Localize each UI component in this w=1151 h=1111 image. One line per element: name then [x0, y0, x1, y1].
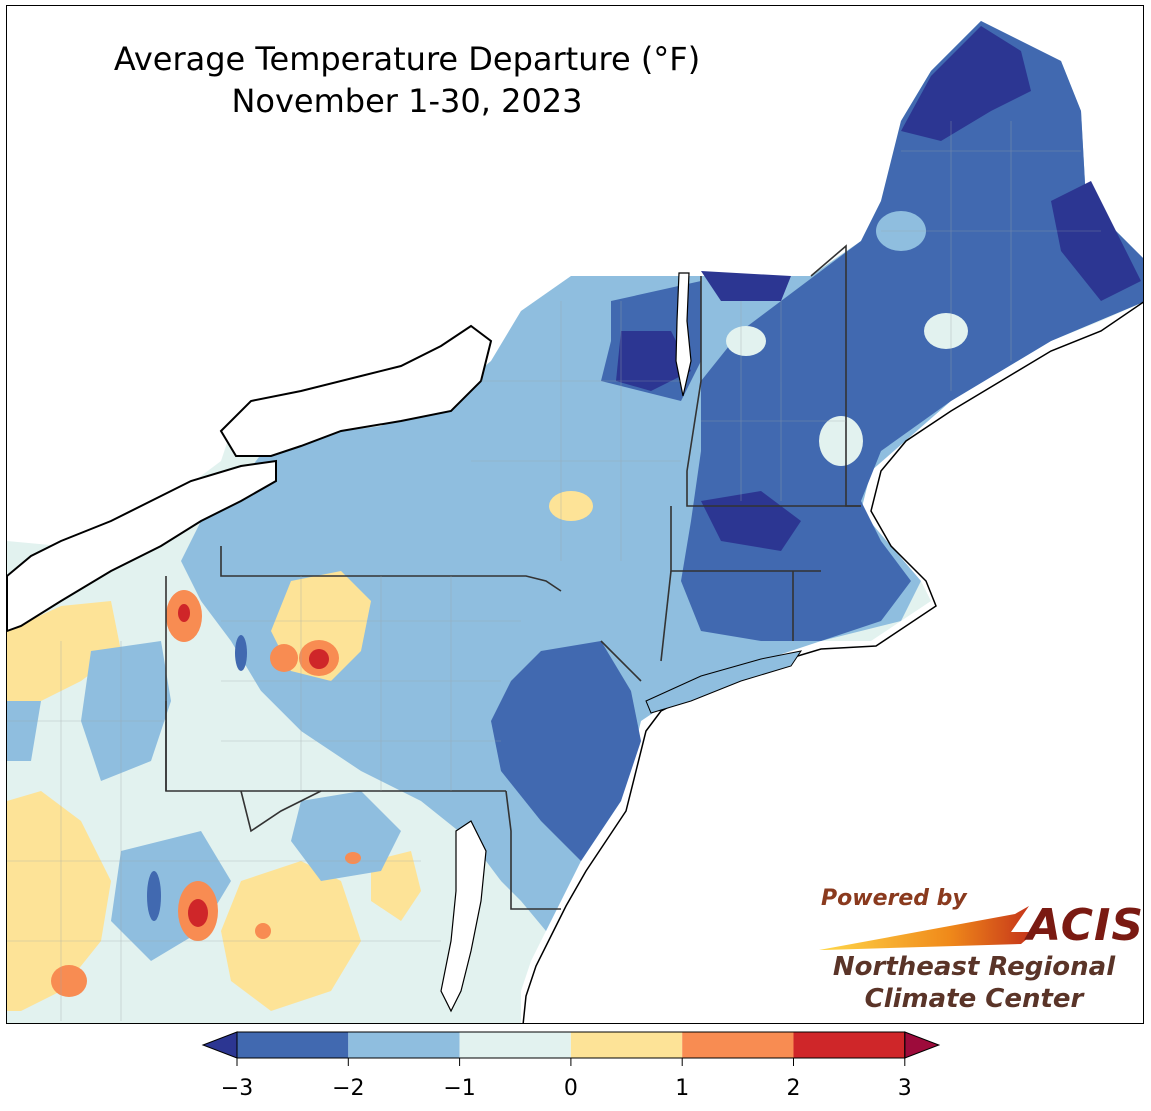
logo-powered-by: Powered by	[821, 886, 967, 911]
legend-bin	[237, 1032, 349, 1058]
state-borders	[165, 244, 861, 910]
title-line1: Average Temperature Departure (°F)	[113, 40, 701, 78]
legend-arrow-high	[904, 1031, 941, 1059]
legend-tick-label: −3	[220, 1076, 254, 1101]
region-warm-wv	[7, 791, 111, 1011]
patch-warm-ny	[549, 491, 593, 521]
legend-bins	[201, 1031, 941, 1066]
region-very-cold-me	[901, 26, 1031, 141]
spot-hot-pa3	[309, 649, 329, 669]
legend-tick-label: 2	[786, 1076, 801, 1101]
lake-champlain	[675, 272, 692, 397]
region-warm-oh	[7, 601, 121, 701]
region-very-cold-vt	[701, 271, 791, 301]
region-cool-west4	[7, 701, 41, 761]
legend-bin	[348, 1032, 460, 1058]
legend-tick-label: −1	[443, 1076, 476, 1101]
region-warm-md	[371, 851, 421, 921]
acis-logo: Powered by ACIS Northeast Regional Clima…	[815, 884, 1143, 1023]
spot-warm-md	[255, 923, 271, 939]
spot-warm-md2	[345, 852, 361, 864]
legend-bin	[459, 1032, 571, 1058]
legend-bin	[570, 1032, 683, 1058]
spot-cold-pa	[235, 635, 247, 671]
legend-bin	[682, 1032, 794, 1058]
logo-acis: ACIS	[1027, 900, 1144, 951]
logo-org-line2: Climate Center	[864, 984, 1084, 1014]
chesapeake-bay	[440, 820, 487, 1013]
region-cold-nj	[491, 641, 641, 861]
region-cool-west3	[291, 791, 401, 881]
color-legend	[201, 1031, 941, 1066]
county-lines	[7, 121, 1101, 1021]
map-title: Average Temperature Departure (°F) Novem…	[7, 38, 807, 122]
legend-tick-label: 0	[563, 1076, 578, 1101]
region-cold-ne	[681, 21, 1143, 641]
region-cool-west1	[81, 641, 171, 781]
acis-swoosh-icon	[819, 906, 1035, 950]
lake-ontario	[219, 324, 493, 457]
temperature-departure-map	[7, 21, 1143, 1023]
patch-light-vt	[726, 326, 766, 356]
spot-warm-pa2	[270, 644, 298, 672]
legend-tick-label: −2	[332, 1076, 365, 1101]
legend-bin	[793, 1032, 905, 1058]
spot-hot-wv1	[188, 899, 208, 927]
region-warm-va	[221, 861, 361, 1011]
patch-light-me2	[924, 313, 968, 349]
legend-tick-label: 3	[897, 1076, 912, 1101]
long-island	[645, 650, 803, 714]
patch-light-nh	[819, 416, 863, 466]
legend-arrow-low	[201, 1031, 238, 1059]
spot-warm-va	[51, 965, 87, 997]
spot-cold-wv	[147, 871, 161, 921]
region-very-cold-me-east	[1051, 181, 1141, 301]
lake-erie	[7, 459, 277, 633]
title-line2: November 1-30, 2023	[231, 82, 583, 120]
legend-tick-label: 1	[675, 1076, 690, 1101]
region-very-cold-ny	[616, 331, 691, 391]
spot-hot-pa1	[178, 604, 190, 622]
map-frame: Average Temperature Departure (°F) Novem…	[6, 5, 1144, 1024]
logo-org-line1: Northeast Regional	[832, 952, 1116, 982]
